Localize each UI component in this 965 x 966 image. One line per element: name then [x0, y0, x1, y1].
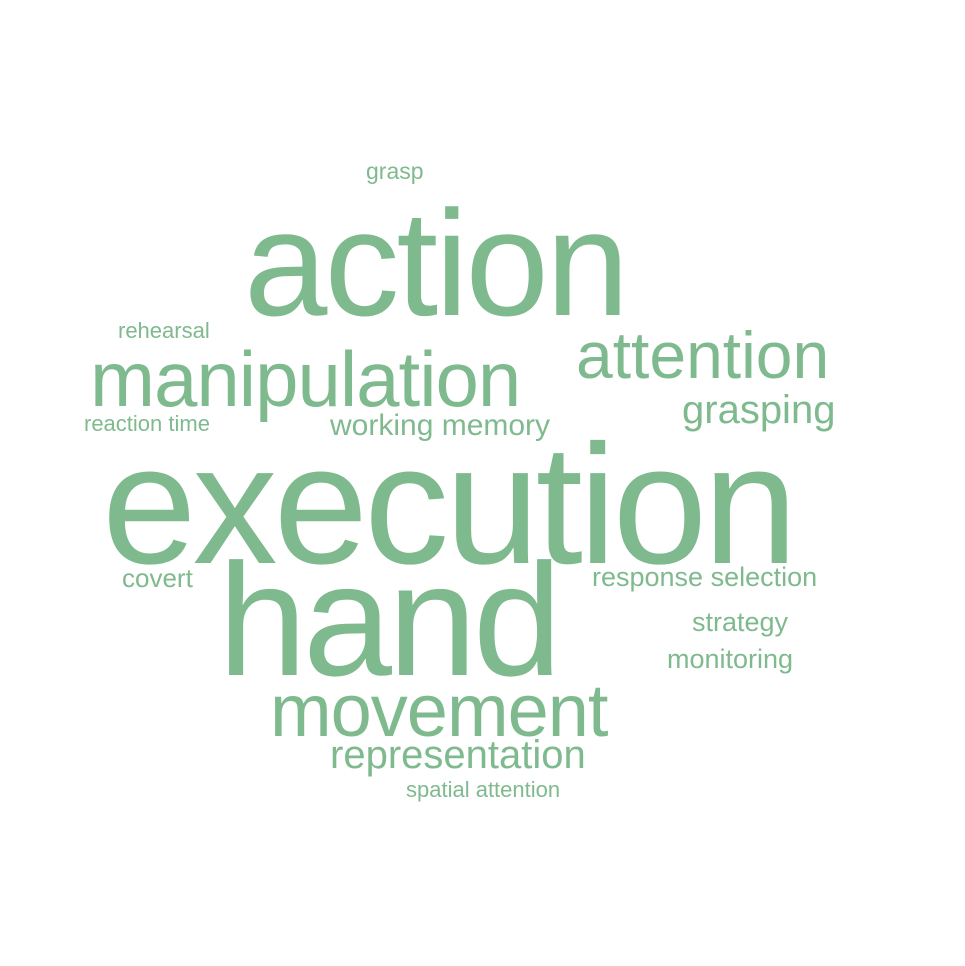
word-execution: execution: [102, 410, 798, 600]
word-spatial-attention: spatial attention: [406, 777, 561, 802]
word-representation: representation: [330, 733, 586, 777]
word-attention: attention: [576, 318, 830, 392]
word-grasping: grasping: [682, 388, 836, 432]
word-manipulation: manipulation: [90, 335, 521, 423]
word-response-selection: response selection: [592, 562, 818, 592]
word-reaction-time: reaction time: [84, 411, 210, 436]
word-grasp: grasp: [366, 158, 424, 184]
word-movement: movement: [270, 669, 608, 752]
word-monitoring: monitoring: [667, 644, 794, 674]
word-strategy: strategy: [692, 607, 789, 637]
word-rehearsal: rehearsal: [118, 318, 210, 343]
word-action: action: [244, 179, 629, 347]
word-hand: hand: [218, 530, 562, 709]
word-covert: covert: [122, 563, 193, 593]
word-working-memory: working memory: [330, 409, 551, 442]
